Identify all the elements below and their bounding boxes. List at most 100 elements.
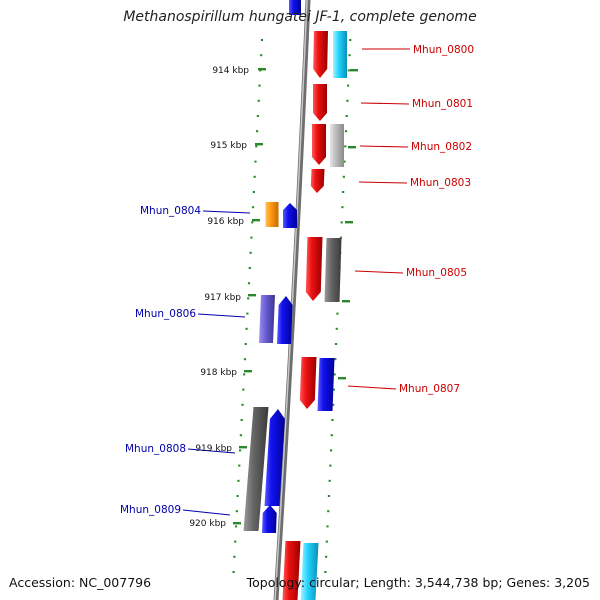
track-dot: [344, 130, 348, 133]
gene-label-mhun-0802[interactable]: Mhun_0802: [411, 141, 472, 153]
track-dot: [329, 464, 332, 467]
scale-label: 914 kbp: [212, 66, 249, 76]
track-dot: [232, 571, 235, 573]
scale-tick: [244, 370, 252, 373]
scale-label: 920 kbp: [189, 519, 226, 529]
genome-summary-text: Topology: circular; Length: 3,544,738 bp…: [246, 575, 590, 590]
track-dot: [238, 449, 242, 452]
gene-label-mhun-0800[interactable]: Mhun_0800: [413, 44, 474, 56]
gene-arrow-blue-top[interactable]: [289, 0, 301, 15]
track-dot: [341, 206, 344, 209]
leader-line: [182, 509, 231, 516]
gene-label-mhun-0804[interactable]: Mhun_0804: [140, 205, 201, 217]
track-dot: [256, 115, 260, 117]
gene-arrow-mhun-0806-purple[interactable]: [259, 295, 275, 343]
scale-label: 917 kbp: [204, 293, 241, 303]
track-dot: [260, 39, 264, 41]
gene-label-mhun-0801[interactable]: Mhun_0801: [412, 98, 473, 110]
scale-tracks: [232, 39, 352, 573]
track-dot: [329, 449, 333, 452]
leader-line: [202, 210, 251, 214]
gene-arrow-cyan-bottom[interactable]: [300, 543, 319, 600]
leader-line: [354, 270, 404, 274]
track-dot: [348, 54, 351, 57]
gene-arrow-mhun-0809[interactable]: [262, 505, 277, 533]
gene-arrow-gray-0805[interactable]: [324, 238, 342, 302]
gene-label-mhun-0807[interactable]: Mhun_0807: [399, 383, 460, 395]
track-dot: [251, 206, 255, 209]
track-dot: [250, 236, 253, 239]
track-dot: [247, 297, 250, 300]
track-dot: [345, 115, 348, 117]
gene-label-mhun-0805[interactable]: Mhun_0805: [406, 267, 467, 279]
track-dot: [330, 434, 333, 437]
gene-arrow-mhun-0808[interactable]: [264, 409, 285, 506]
gene-arrow-mhun-0807[interactable]: [299, 357, 317, 409]
scale-label: 915 kbp: [210, 141, 247, 151]
track-dot: [248, 267, 251, 269]
gene-arrow-mhun-0803[interactable]: [310, 169, 325, 193]
track-dot: [246, 312, 249, 315]
gene-arrow-mhun-0802[interactable]: [312, 124, 326, 165]
track-dot: [243, 373, 246, 376]
gene-arrow-mhun-0804[interactable]: [283, 203, 297, 228]
gene-arrow-mhun-0804-orange[interactable]: [265, 202, 279, 227]
track-dot: [256, 130, 259, 133]
gene-label-mhun-0806[interactable]: Mhun_0806: [135, 308, 196, 320]
scale-tick: [350, 69, 358, 72]
scale-tick: [239, 446, 247, 449]
scale-tick: [338, 377, 346, 380]
track-dot: [240, 419, 243, 421]
track-dot: [331, 419, 334, 421]
gene-arrow-cyan-top[interactable]: [333, 31, 347, 78]
gene-arrow-mhun-0801[interactable]: [313, 84, 327, 121]
gene-label-mhun-0809[interactable]: Mhun_0809: [120, 504, 181, 516]
gene-arrow-red-bottom[interactable]: [282, 541, 301, 600]
track-dot: [237, 479, 240, 482]
track-dot: [347, 69, 350, 72]
gene-label-mhun-0803[interactable]: Mhun_0803: [410, 177, 471, 189]
track-dot: [336, 312, 339, 315]
track-dot: [340, 221, 343, 224]
track-dot: [335, 327, 338, 330]
track-dot: [253, 175, 256, 178]
scale-ticks: [233, 68, 358, 525]
track-dot: [346, 99, 349, 102]
track-dot: [244, 343, 247, 345]
gene-label-mhun-0808[interactable]: Mhun_0808: [125, 443, 186, 455]
track-dot: [235, 510, 238, 513]
track-dot: [233, 555, 236, 558]
leader-line: [347, 385, 397, 390]
track-dot: [242, 388, 245, 391]
track-dot: [347, 84, 350, 87]
track-dot: [339, 236, 343, 239]
scale-label: 919 kbp: [195, 444, 232, 454]
track-dot: [325, 540, 328, 543]
scale-tick: [348, 146, 356, 149]
leader-line: [187, 448, 236, 454]
gene-arrow-gray-0802[interactable]: [330, 124, 344, 167]
scale-tick: [252, 219, 260, 222]
track-dot: [344, 145, 347, 148]
track-dot: [332, 403, 335, 406]
gene-arrow-mhun-0800[interactable]: [313, 31, 328, 78]
track-dot: [258, 84, 261, 87]
track-dot: [327, 510, 330, 513]
genome-title: Methanospirillum hungatei JF-1, complete…: [123, 9, 477, 25]
gene-arrow-mhun-0805[interactable]: [305, 237, 323, 301]
scale-label: 916 kbp: [207, 217, 244, 227]
scale-tick: [342, 300, 350, 303]
track-dot: [236, 495, 239, 497]
gene-arrow-mhun-0808-gray[interactable]: [243, 407, 269, 531]
track-dot: [260, 54, 263, 57]
track-dot: [238, 464, 241, 467]
label-leader-lines: [182, 48, 410, 516]
track-dot: [342, 191, 345, 193]
track-dot: [241, 403, 244, 406]
gene-arrow-blue-0807[interactable]: [317, 358, 335, 411]
reverse-gene-labels: Mhun_0804 Mhun_0806 Mhun_0808 Mhun_0809: [120, 205, 201, 516]
scale-tick: [233, 522, 241, 525]
forward-gene-labels: Mhun_0800 Mhun_0801 Mhun_0802 Mhun_0803 …: [399, 44, 474, 395]
gene-arrow-mhun-0806[interactable]: [277, 296, 293, 344]
